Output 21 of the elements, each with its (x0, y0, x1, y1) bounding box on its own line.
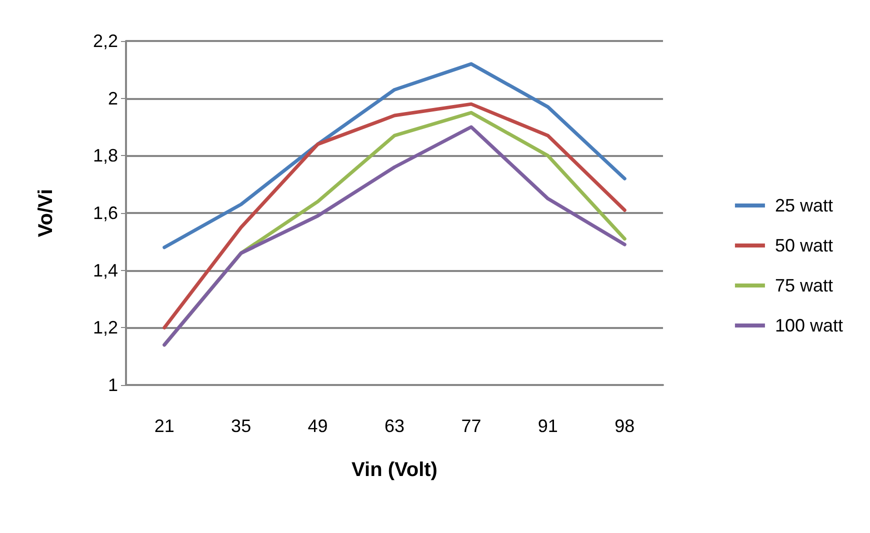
y-tick-label: 1 (108, 375, 118, 395)
x-axis-title: Vin (Volt) (352, 459, 438, 481)
legend-label: 25 watt (774, 196, 833, 216)
legend-label: 75 watt (774, 276, 833, 296)
x-tick-label: 35 (231, 416, 252, 436)
y-axis-title: Vo/Vi (35, 188, 57, 238)
y-tick-label: 1,4 (92, 260, 118, 280)
y-tick-label: 1,6 (92, 203, 118, 223)
y-tick-label: 1,2 (92, 318, 118, 338)
x-tick-label: 91 (538, 416, 558, 436)
x-tick-label: 63 (384, 416, 405, 436)
y-tick-label: 2 (108, 88, 118, 108)
x-tick-label: 21 (154, 416, 174, 436)
y-tick-label: 2,2 (92, 31, 118, 51)
legend-label: 50 watt (774, 236, 833, 256)
x-tick-label: 77 (461, 416, 482, 436)
line-series (162, 62, 626, 250)
y-tick-label: 1,8 (92, 146, 118, 166)
x-tick-label: 98 (614, 416, 635, 436)
legend-label: 100 watt (774, 316, 843, 336)
x-tick-label: 49 (308, 416, 328, 436)
